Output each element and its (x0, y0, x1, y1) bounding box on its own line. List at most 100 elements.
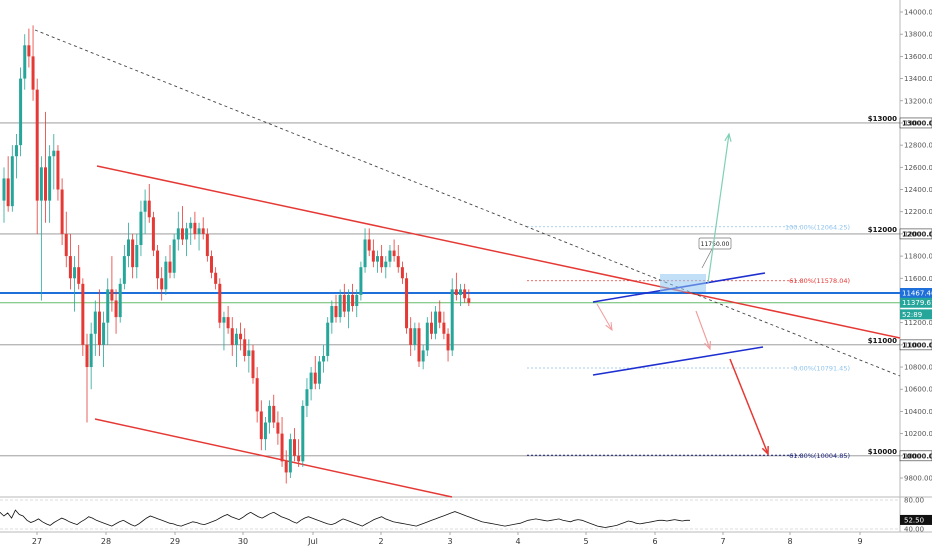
candle-body (376, 256, 379, 262)
candle-body (305, 389, 309, 406)
candle-body (110, 289, 114, 301)
candle-body (160, 278, 164, 290)
price-tag (900, 309, 932, 320)
candle-body (405, 278, 409, 329)
candle-body (44, 167, 47, 201)
price-tick-label: 13600.00 (904, 53, 932, 61)
candle-body (143, 200, 147, 212)
date-label: 7 (720, 537, 725, 546)
candle-body (106, 289, 110, 323)
date-label: 3 (447, 537, 452, 546)
osc-current-text: 52.50 (904, 516, 924, 524)
candle-body (363, 239, 367, 268)
candle-body (446, 333, 450, 351)
price-tag-text: 11467.46 (902, 289, 932, 297)
candle-body (205, 233, 209, 257)
price-axis: 9800.00 10000.00 10200.00 10400.00 10600.00 1… (900, 9, 932, 483)
candle-body (255, 378, 259, 412)
candle-body (429, 322, 433, 334)
osc-tick-label: 40.00 (904, 526, 924, 534)
candle-body (127, 239, 130, 257)
candle-body (417, 328, 421, 362)
candle-body (73, 267, 77, 279)
candle-body (454, 289, 458, 295)
candle-body (355, 294, 359, 307)
projection-small-arrow (695, 310, 711, 350)
candle-body (396, 256, 400, 268)
candle-body (467, 298, 471, 303)
candle-body (239, 333, 243, 340)
date-axis: 27 28 29 30 Jul 2 3 4 5 6 7 8 9 (32, 532, 863, 546)
candle-body (197, 228, 201, 234)
candle-body (293, 439, 296, 456)
candle-body (193, 222, 197, 234)
price-tick-label: 12600.00 (904, 164, 932, 172)
candle-body (56, 150, 60, 190)
candle-body (309, 372, 313, 390)
candle-body (6, 178, 10, 207)
callout-pointer (701, 248, 713, 269)
candle-body (2, 178, 6, 201)
price-tick-label: 13000.00 (904, 119, 932, 127)
price-tag-text: 52:89 (902, 311, 922, 319)
date-label: 6 (652, 537, 657, 546)
candle-body (317, 361, 321, 384)
candle-body (251, 350, 255, 379)
price-tick-label: 10800.00 (904, 364, 932, 372)
candle-body (68, 256, 72, 279)
candle-body (168, 261, 172, 273)
candle-body (326, 322, 330, 356)
candle-body (52, 150, 56, 157)
candle-body (89, 333, 93, 368)
candle-body (60, 189, 64, 234)
candle-body (288, 439, 292, 473)
main-pane[interactable] (0, 0, 900, 497)
candle-body (400, 267, 404, 279)
candle-body (297, 455, 301, 462)
candle-body (93, 311, 97, 334)
price-tick-label: 12200.00 (904, 208, 932, 216)
candle-body (222, 317, 226, 323)
candle-body (201, 228, 205, 234)
candle-body (81, 283, 85, 345)
price-tick-label: 10200.00 (904, 430, 932, 438)
projection-small-arrow-head (704, 340, 711, 351)
projection-down-arrow (729, 358, 769, 455)
osc-tick-label: 80.00 (904, 497, 924, 505)
oscillator-line (0, 509, 690, 528)
candle-body (114, 300, 118, 318)
candle-body (384, 261, 388, 268)
candle-body (268, 405, 272, 423)
projection-up-arrow (707, 133, 730, 284)
candle-body (122, 256, 126, 284)
channel-upper-line (96, 165, 901, 339)
candle-body (342, 294, 346, 312)
candle-body (272, 405, 276, 423)
price-tick-label: 13800.00 (904, 31, 932, 39)
date-label: 8 (787, 537, 792, 546)
candle-body (276, 422, 280, 434)
candle-body (359, 267, 363, 295)
candle-body (351, 294, 355, 307)
projection-left-arrow (596, 303, 613, 331)
candle-body (226, 317, 230, 329)
price-tick-label: 13400.00 (904, 75, 932, 83)
candle-body (156, 250, 160, 279)
price-callout-box (698, 237, 732, 250)
level-tag-text: 10000.00 (902, 452, 932, 460)
date-label: Jul (307, 537, 318, 546)
projection-left-arrow-head (605, 321, 613, 332)
candle-body (85, 344, 89, 368)
candle-body (35, 89, 39, 201)
candle-body (346, 294, 350, 312)
candle-body (388, 250, 392, 262)
price-tag-text: 11379.61 (902, 299, 932, 307)
descending-trendline (34, 29, 901, 377)
osc-current-tag (900, 514, 932, 525)
candle-body (459, 289, 462, 295)
date-label: 9 (857, 537, 862, 546)
candle-body (425, 322, 429, 351)
price-callout-text: 11750.00 (701, 241, 730, 248)
price-tag (900, 287, 932, 298)
